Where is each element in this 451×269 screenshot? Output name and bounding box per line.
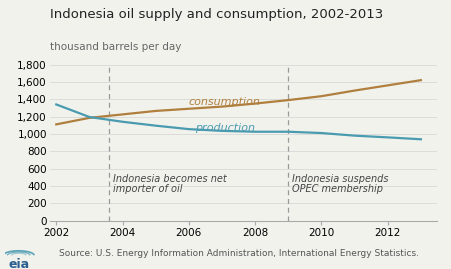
Text: thousand barrels per day: thousand barrels per day bbox=[50, 42, 181, 52]
Text: OPEC membership: OPEC membership bbox=[292, 183, 382, 193]
Text: consumption: consumption bbox=[189, 97, 261, 107]
Text: Indonesia suspends: Indonesia suspends bbox=[292, 174, 388, 184]
Text: Indonesia oil supply and consumption, 2002-2013: Indonesia oil supply and consumption, 20… bbox=[50, 8, 383, 21]
Text: Indonesia becomes net: Indonesia becomes net bbox=[113, 174, 226, 184]
Text: Source: U.S. Energy Information Administration, International Energy Statistics.: Source: U.S. Energy Information Administ… bbox=[59, 249, 419, 258]
Text: production: production bbox=[195, 123, 255, 133]
Text: eia: eia bbox=[8, 258, 29, 269]
Text: importer of oil: importer of oil bbox=[113, 183, 182, 193]
